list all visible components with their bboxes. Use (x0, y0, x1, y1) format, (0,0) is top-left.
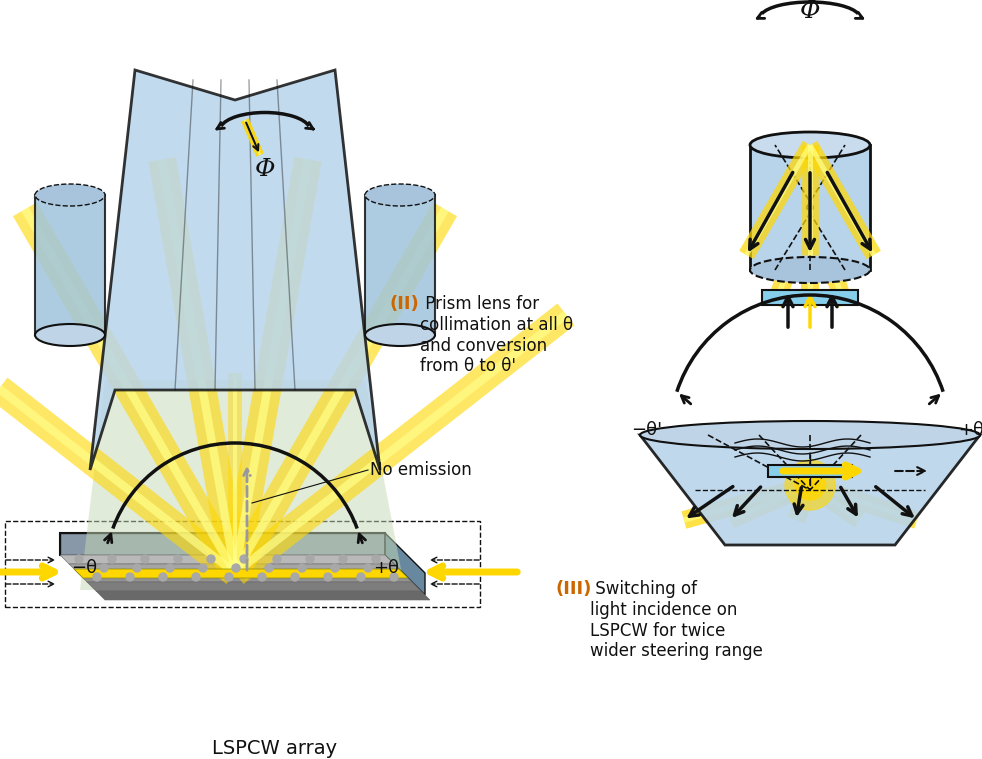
Ellipse shape (365, 184, 435, 206)
Polygon shape (385, 533, 425, 595)
Circle shape (331, 564, 339, 572)
Ellipse shape (750, 132, 870, 158)
Circle shape (795, 470, 825, 500)
Text: (III): (III) (556, 580, 592, 598)
Circle shape (93, 573, 101, 581)
Polygon shape (80, 380, 405, 590)
Polygon shape (762, 290, 858, 305)
Text: (II): (II) (390, 295, 419, 313)
Circle shape (390, 573, 398, 581)
Circle shape (357, 573, 365, 581)
Circle shape (258, 573, 266, 581)
Circle shape (306, 555, 314, 563)
Circle shape (785, 460, 835, 510)
Text: −θ: −θ (71, 559, 97, 577)
Circle shape (291, 573, 299, 581)
Polygon shape (96, 591, 430, 600)
Text: +θ: +θ (373, 559, 399, 577)
Ellipse shape (35, 184, 105, 206)
Circle shape (199, 564, 207, 572)
Circle shape (265, 564, 273, 572)
Ellipse shape (365, 324, 435, 346)
Circle shape (126, 573, 134, 581)
Circle shape (232, 564, 240, 572)
Circle shape (225, 573, 233, 581)
Polygon shape (60, 533, 385, 555)
Polygon shape (365, 195, 435, 335)
Polygon shape (60, 533, 385, 555)
Circle shape (166, 564, 174, 572)
Circle shape (240, 555, 248, 563)
Polygon shape (60, 555, 394, 564)
Polygon shape (69, 564, 403, 573)
Circle shape (364, 564, 372, 572)
Circle shape (141, 555, 149, 563)
Text: Switching of
light incidence on
LSPCW for twice
wider steering range: Switching of light incidence on LSPCW fo… (590, 580, 763, 660)
Circle shape (174, 555, 182, 563)
Ellipse shape (640, 421, 980, 449)
Circle shape (339, 555, 347, 563)
Circle shape (324, 573, 332, 581)
Text: Prism lens for
collimation at all θ
and conversion
from θ to θ': Prism lens for collimation at all θ and … (420, 295, 573, 376)
Circle shape (298, 564, 306, 572)
Polygon shape (90, 70, 380, 470)
Polygon shape (74, 569, 408, 578)
Text: −θ': −θ' (630, 421, 662, 439)
Polygon shape (768, 465, 852, 477)
Circle shape (372, 555, 380, 563)
Circle shape (802, 477, 818, 493)
Circle shape (133, 564, 141, 572)
Polygon shape (87, 582, 421, 591)
Circle shape (75, 555, 83, 563)
Ellipse shape (35, 324, 105, 346)
Circle shape (108, 555, 116, 563)
Circle shape (159, 573, 167, 581)
Text: LSPCW array: LSPCW array (212, 739, 338, 757)
Circle shape (273, 555, 281, 563)
Text: Φ: Φ (254, 158, 275, 181)
Polygon shape (35, 195, 105, 335)
Circle shape (192, 573, 200, 581)
Text: Φ: Φ (799, 0, 820, 23)
Polygon shape (750, 145, 870, 270)
Text: +θ': +θ' (958, 421, 982, 439)
Polygon shape (640, 435, 980, 545)
Circle shape (100, 564, 108, 572)
Polygon shape (78, 573, 412, 582)
Ellipse shape (750, 257, 870, 283)
Text: No emission: No emission (370, 461, 471, 479)
Circle shape (207, 555, 215, 563)
